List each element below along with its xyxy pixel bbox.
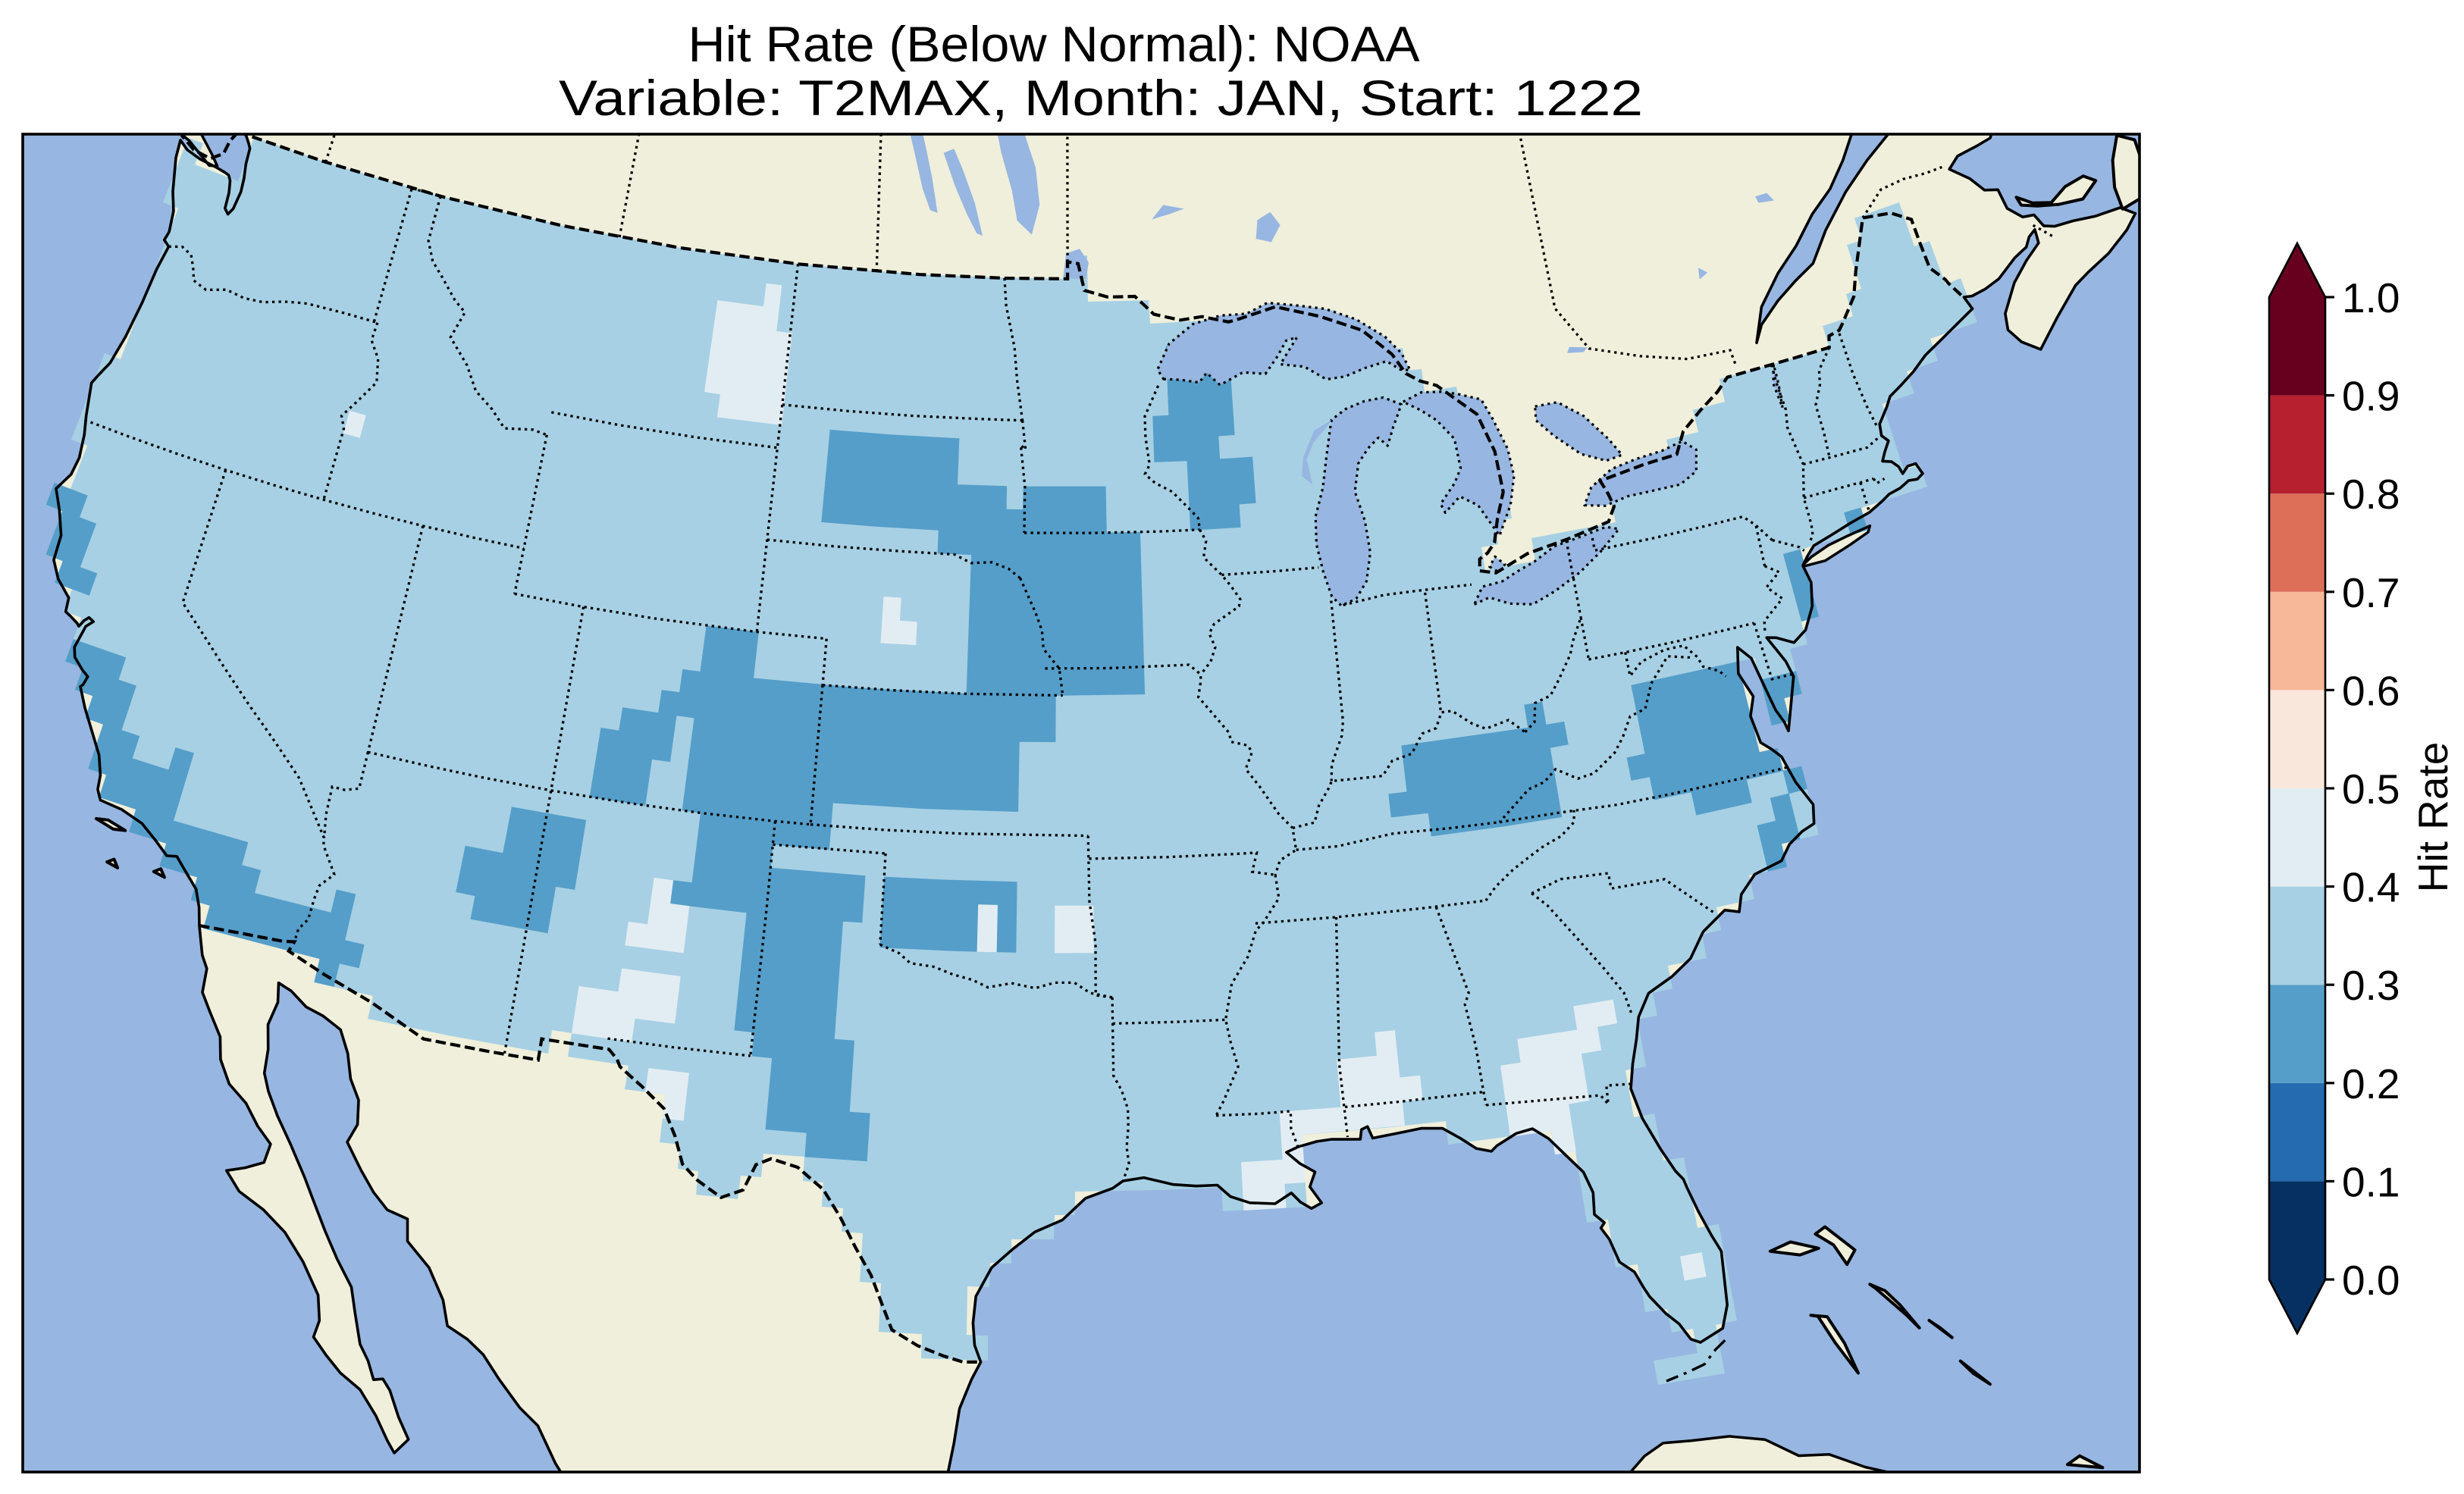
svg-text:1.0: 1.0 — [2342, 274, 2400, 321]
svg-text:Hit Rate (Below Normal): NOAA: Hit Rate (Below Normal): NOAA — [688, 16, 1420, 72]
svg-text:0.0: 0.0 — [2342, 1257, 2400, 1304]
svg-text:0.2: 0.2 — [2342, 1060, 2400, 1107]
svg-text:0.4: 0.4 — [2342, 864, 2400, 911]
svg-text:0.8: 0.8 — [2342, 471, 2400, 518]
svg-text:0.1: 0.1 — [2342, 1158, 2400, 1205]
svg-text:0.5: 0.5 — [2342, 766, 2400, 813]
svg-text:0.6: 0.6 — [2342, 667, 2400, 714]
svg-text:0.7: 0.7 — [2342, 569, 2400, 616]
svg-text:Hit Rate: Hit Rate — [2409, 742, 2456, 893]
svg-text:Variable: T2MAX, Month: JAN, S: Variable: T2MAX, Month: JAN, Start: 1222 — [559, 70, 1643, 126]
svg-text:0.3: 0.3 — [2342, 962, 2400, 1009]
svg-text:0.9: 0.9 — [2342, 373, 2400, 420]
